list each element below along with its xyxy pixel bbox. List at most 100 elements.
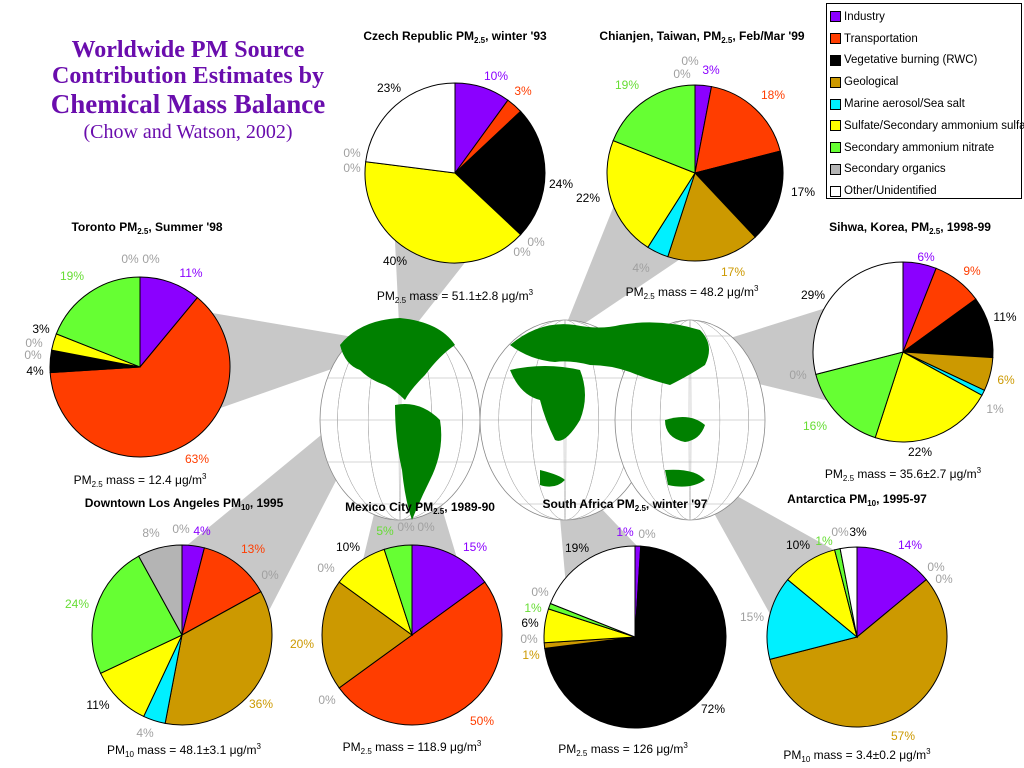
legend-item-nitrate: Secondary ammonium nitrate <box>830 137 1018 159</box>
pie-title-subscript: 2.5 <box>635 504 647 513</box>
pct-label-antarctica-nitrate: 1% <box>815 534 833 548</box>
pct-label-taiwan-organics: 0% <box>681 54 699 68</box>
pie-title-suffix: , winter '93 <box>485 29 547 43</box>
legend-swatch-other <box>830 185 841 197</box>
pct-label-safrica-nitrate: 1% <box>524 601 542 615</box>
pct-label-la-vegetative: 0% <box>261 568 279 582</box>
mass-prefix: PM <box>626 285 644 299</box>
pie-title-subscript: 2.5 <box>929 227 941 236</box>
mass-prefix: PM <box>343 740 361 754</box>
pct-label-korea-nitrate: 16% <box>803 419 827 433</box>
map-landmass-1 <box>395 404 442 520</box>
pct-label-korea-sulfate: 22% <box>908 445 932 459</box>
mass-subscript: 2.5 <box>644 292 656 301</box>
pct-label-czech-geological: 0% <box>513 245 531 259</box>
pie-slice-antarctica-other <box>839 546 858 638</box>
pie-title-subscript: 10 <box>867 499 876 508</box>
world-map <box>319 318 766 521</box>
pct-label-toronto-vegetative: 4% <box>26 364 44 378</box>
pct-label-mexico-transportation: 50% <box>470 714 494 728</box>
pie-mass-korea: PM2.5 mass = 35.6±2.7 μg/m3 <box>825 466 982 483</box>
pie-slice-korea-nitrate <box>815 351 904 439</box>
legend-item-marine: Marine aerosol/Sea salt <box>830 93 1018 115</box>
mass-subscript: 2.5 <box>843 474 855 483</box>
pie-slice-czech-sulfate <box>364 161 522 264</box>
pct-label-safrica-other: 19% <box>565 541 589 555</box>
pie-title-subscript: 2.5 <box>721 36 733 45</box>
pie-mass-mexico: PM2.5 mass = 118.9 μg/m3 <box>343 739 482 756</box>
pct-label-mexico-marine: 0% <box>317 561 335 575</box>
legend-label-sulfate: Sulfate/Secondary ammonium sulfate <box>844 119 1024 132</box>
pct-label-antarctica-sulfate: 10% <box>786 538 810 552</box>
map-landmass-4 <box>665 416 705 442</box>
legend-label-vegetative: Vegetative burning (RWC) <box>844 54 978 67</box>
pie-slice-korea-sulfate <box>874 351 983 443</box>
pct-label-czech-transportation: 3% <box>514 84 532 98</box>
pie-title-subscript: 2.5 <box>433 507 445 516</box>
main-title: Worldwide PM Source Contribution Estimat… <box>18 37 358 144</box>
pie-slice-mexico-nitrate <box>383 544 413 636</box>
pct-label-safrica-organics: 0% <box>531 585 549 599</box>
mass-text: mass = 126 μg/m <box>587 742 683 756</box>
pct-label-la-industry: 4% <box>193 524 211 538</box>
pct-label-toronto-transportation: 63% <box>185 452 209 466</box>
pie-title-subscript: 2.5 <box>474 36 486 45</box>
pct-label-safrica-geological: 1% <box>522 648 540 662</box>
legend-item-organics: Secondary organics <box>830 159 1018 181</box>
pie-slice-la-nitrate <box>91 555 183 674</box>
legend-swatch-sulfate <box>830 120 841 132</box>
pie-slice-taiwan-transportation <box>694 85 781 174</box>
pie-slice-mexico-geological <box>321 581 413 689</box>
pie-title-suffix: , 1989-90 <box>444 500 495 514</box>
pie-title-text: Toronto PM <box>71 220 137 234</box>
pie-slice-safrica-other <box>549 545 636 638</box>
pct-label-mexico-nitrate: 5% <box>376 524 394 538</box>
pie-title-text: Downtown Los Angeles PM <box>85 496 241 510</box>
map-landmass-0 <box>340 318 455 400</box>
legend-label-other: Other/Unidentified <box>844 185 937 198</box>
pct-label-mexico-geological: 20% <box>290 637 314 651</box>
pct-label-korea-geological: 6% <box>997 373 1015 387</box>
pct-label-antarctica-industry: 14% <box>898 538 922 552</box>
pie-czech: Czech Republic PM2.5, winter '93 PM2.5 ma… <box>343 29 573 305</box>
pct-label-czech-industry: 10% <box>484 69 508 83</box>
pct-label-antarctica-organics: 0% <box>831 525 849 539</box>
pct-label-antarctica-other: 3% <box>849 525 867 539</box>
pie-title-suffix: , 1995-97 <box>876 492 927 506</box>
pie-mass-czech: PM2.5 mass = 51.1±2.8 μg/m3 <box>377 288 534 305</box>
pie-title-text: Mexico City PM <box>345 500 433 514</box>
pie-slice-taiwan-nitrate <box>612 84 696 174</box>
pct-label-taiwan-marine: 4% <box>632 261 650 275</box>
legend-item-industry: Industry <box>830 6 1018 28</box>
pie-taiwan: Chianjen, Taiwan, PM2.5, Feb/Mar '99PM2.… <box>576 29 815 301</box>
pct-label-korea-organics: 0% <box>789 368 807 382</box>
legend-label-geological: Geological <box>844 76 899 89</box>
mass-superscript: 3 <box>977 466 982 475</box>
pct-label-toronto-organics: 0% <box>142 252 160 266</box>
pie-title-text: Czech Republic PM <box>363 29 474 43</box>
pie-title-mexico: Mexico City PM2.5, 1989-90 <box>345 500 495 516</box>
mass-superscript: 3 <box>926 747 931 756</box>
legend-swatch-geological <box>830 76 841 88</box>
pct-label-la-transportation: 13% <box>241 542 265 556</box>
pie-slice-taiwan-geological <box>667 172 756 262</box>
pct-label-la-organics: 8% <box>142 526 160 540</box>
pct-label-czech-sulfate: 40% <box>383 254 407 268</box>
mass-superscript: 3 <box>477 739 482 748</box>
mass-text: mass = 118.9 μg/m <box>372 740 477 754</box>
legend-item-transportation: Transportation <box>830 28 1018 50</box>
pie-title-toronto: Toronto PM2.5, Summer '98 <box>71 220 222 236</box>
legend-item-other: Other/Unidentified <box>830 180 1018 202</box>
pct-label-taiwan-geological: 17% <box>721 265 745 279</box>
title-line-2: Contribution Estimates by <box>51 62 325 89</box>
pct-label-korea-transportation: 9% <box>963 264 981 278</box>
pct-label-mexico-industry: 15% <box>463 540 487 554</box>
legend-swatch-nitrate <box>830 142 841 154</box>
pct-label-mexico-organics: 0% <box>417 520 435 534</box>
pie-slice-taiwan-vegetative <box>694 150 784 238</box>
legend-label-marine: Marine aerosol/Sea salt <box>844 98 965 111</box>
pct-label-czech-marine: 0% <box>527 235 545 249</box>
